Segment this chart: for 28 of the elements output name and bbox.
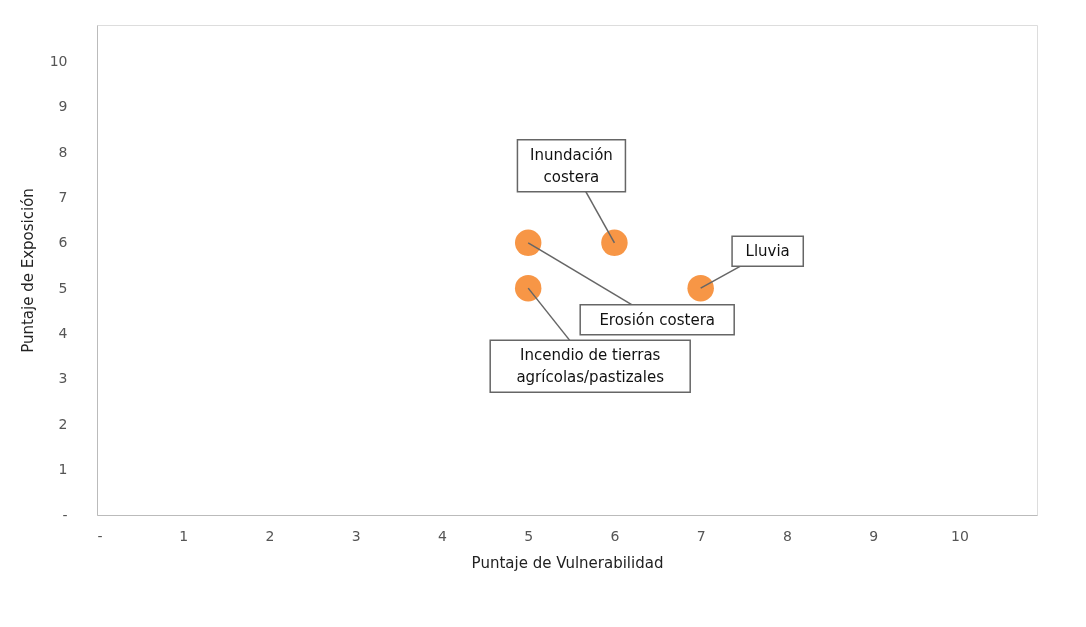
annotation: Incendio de tierras agrícolas/pastizales xyxy=(516,346,665,387)
y-tick-label: 1 xyxy=(58,461,68,478)
y-tick-label: 8 xyxy=(58,143,68,160)
x-tick-label: 1 xyxy=(179,527,189,544)
x-tick-label: 10 xyxy=(950,527,969,544)
y-tick-label: 7 xyxy=(58,188,68,205)
y-tick-label: 6 xyxy=(58,234,68,251)
x-axis-title: Puntaje de Vulnerabilidad xyxy=(471,553,664,572)
annotation: Erosión costera xyxy=(599,310,716,329)
x-tick-label: 9 xyxy=(869,527,879,544)
x-tick-label: 7 xyxy=(696,527,706,544)
x-tick-label: 4 xyxy=(437,527,447,544)
y-tick-label: 4 xyxy=(58,325,68,342)
x-tick-label: - xyxy=(97,527,103,544)
y-tick-label: - xyxy=(62,506,68,523)
annotation: Inundación costera xyxy=(530,145,613,186)
x-tick-label: 6 xyxy=(610,527,620,544)
x-tick-label: 2 xyxy=(265,527,275,544)
y-axis-title: Puntaje de Exposición xyxy=(18,188,37,353)
x-tick-label: 5 xyxy=(524,527,534,544)
y-tick-label: 10 xyxy=(49,52,68,69)
y-tick-label: 2 xyxy=(58,415,68,432)
x-tick-label: 8 xyxy=(782,527,792,544)
y-tick-label: 9 xyxy=(58,98,68,115)
x-tick-label: 3 xyxy=(351,527,361,544)
y-tick-label: 5 xyxy=(58,279,68,296)
annotation: Lluvia xyxy=(745,242,790,261)
y-tick-label: 3 xyxy=(58,370,68,387)
